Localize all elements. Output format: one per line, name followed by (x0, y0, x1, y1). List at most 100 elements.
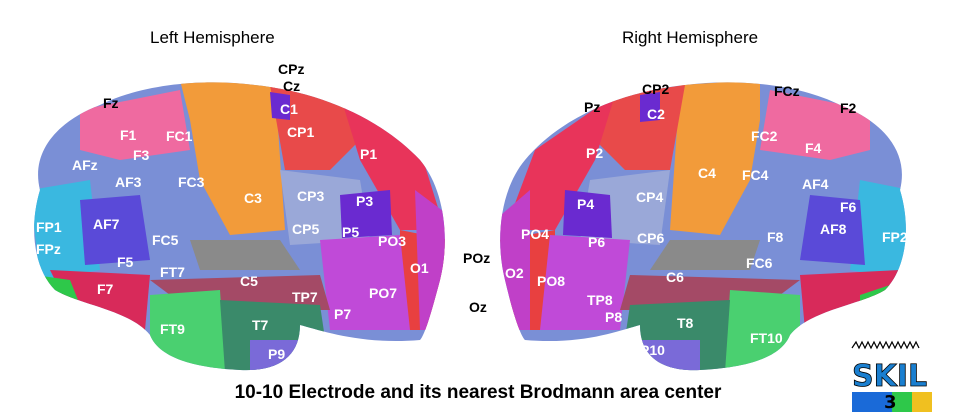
label-po7: PO7 (369, 285, 397, 301)
label-po3: PO3 (378, 233, 406, 249)
right-c2-region (640, 92, 660, 122)
right-prefrontal-pink (760, 90, 870, 160)
right-temporal-purple (540, 235, 630, 330)
left-electrode-labels: CPz Cz Fz C1 CP1 F1 FC1 F3 AFz AF3 FC3 P… (36, 61, 429, 362)
label-p1: P1 (360, 146, 377, 162)
label-oz: Oz (469, 299, 487, 315)
label-tp7: TP7 (292, 289, 318, 305)
right-hemisphere-title: Right Hemisphere (622, 28, 759, 47)
label-c1: C1 (280, 101, 298, 117)
left-occipital-magenta (415, 190, 445, 330)
label-fc5: FC5 (152, 232, 179, 248)
left-c1-region (270, 92, 290, 120)
left-temporal-green (150, 290, 225, 370)
label-p8: P8 (605, 309, 622, 325)
logo-number: 3 (884, 392, 897, 412)
label-c2: C2 (647, 106, 665, 122)
label-cp3: CP3 (297, 188, 324, 204)
right-occipital-magenta (500, 190, 530, 330)
right-orbital-red (800, 270, 900, 330)
label-p10: P10 (640, 342, 665, 358)
label-f1: F1 (120, 127, 137, 143)
label-t8: T8 (677, 315, 694, 331)
label-ft10: FT10 (750, 330, 783, 346)
label-c3: C3 (244, 190, 262, 206)
label-p7: P7 (334, 306, 351, 322)
label-p5: P5 (342, 224, 359, 240)
left-orbital-red (50, 270, 150, 330)
label-f8: F8 (767, 229, 784, 245)
label-p9: P9 (268, 346, 285, 362)
label-pz: Pz (584, 99, 600, 115)
label-f4: F4 (805, 140, 822, 156)
label-cp1: CP1 (287, 124, 314, 140)
figure-caption: 10-10 Electrode and its nearest Brodmann… (234, 382, 722, 403)
label-p2: P2 (586, 145, 603, 161)
label-c4: C4 (698, 165, 716, 181)
label-t7: T7 (252, 317, 269, 333)
label-af4: AF4 (802, 176, 829, 192)
right-insula-gray (650, 240, 760, 270)
label-o1: O1 (410, 260, 429, 276)
label-p3: P3 (356, 193, 373, 209)
label-fc3: FC3 (178, 174, 205, 190)
label-f6: F6 (840, 199, 857, 215)
label-ft9: FT9 (160, 321, 185, 337)
right-motor-red (595, 85, 685, 170)
label-fc4: FC4 (742, 167, 769, 183)
label-c6: C6 (666, 269, 684, 285)
left-motor-red (270, 85, 360, 170)
label-po8: PO8 (537, 273, 565, 289)
label-af8: AF8 (820, 221, 847, 237)
left-prefrontal-pink (80, 90, 190, 160)
logo-text: SKIL (852, 359, 927, 394)
label-fpz: FPz (36, 241, 61, 257)
label-p4: P4 (577, 196, 594, 212)
label-tp8: TP8 (587, 292, 613, 308)
logo-bar-yellow (912, 392, 932, 412)
label-poz: POz (463, 250, 490, 266)
label-fc6: FC6 (746, 255, 773, 271)
label-p6: P6 (588, 234, 605, 250)
label-c5: C5 (240, 273, 258, 289)
label-afz: AFz (72, 157, 98, 173)
label-cp2: CP2 (642, 81, 669, 97)
label-fp1: FP1 (36, 219, 62, 235)
right-frontal-orange (670, 82, 760, 235)
left-hemisphere (34, 82, 445, 371)
left-frontal-orange (180, 82, 285, 235)
label-fc2: FC2 (751, 128, 778, 144)
left-p3-region (340, 190, 392, 238)
right-hemisphere (500, 82, 906, 371)
label-po4: PO4 (521, 226, 549, 242)
left-af7-region (80, 195, 150, 265)
wave-icon (851, 340, 920, 350)
label-fz: Fz (103, 95, 119, 111)
label-cpz: CPz (278, 61, 304, 77)
label-fcz: FCz (774, 83, 800, 99)
left-hemisphere-title: Left Hemisphere (150, 28, 275, 47)
right-electrode-labels: CP2 FCz Pz C2 F2 FC2 P2 F4 C4 FC4 AF4 P4… (505, 81, 908, 358)
label-ft8: FT8 (816, 313, 841, 329)
label-fc1: FC1 (166, 128, 193, 144)
right-frontopolar-cyan (850, 180, 906, 280)
label-cz: Cz (283, 78, 300, 94)
label-cp4: CP4 (636, 189, 663, 205)
label-f2: F2 (840, 100, 857, 116)
label-af7: AF7 (93, 216, 120, 232)
middle-electrode-labels: POz Oz (463, 250, 490, 315)
label-fp2: FP2 (882, 229, 908, 245)
right-parietal-red (505, 95, 615, 230)
right-af8-region (800, 195, 865, 265)
skil-logo: SKIL 3 (851, 340, 932, 412)
label-af3: AF3 (115, 174, 142, 190)
label-cp5: CP5 (292, 221, 319, 237)
right-p4-region (563, 190, 612, 238)
label-f5: F5 (117, 254, 134, 270)
label-f7: F7 (97, 281, 114, 297)
left-insula-gray (190, 240, 300, 270)
label-ft7: FT7 (160, 264, 185, 280)
left-temporal-purple (320, 235, 410, 330)
